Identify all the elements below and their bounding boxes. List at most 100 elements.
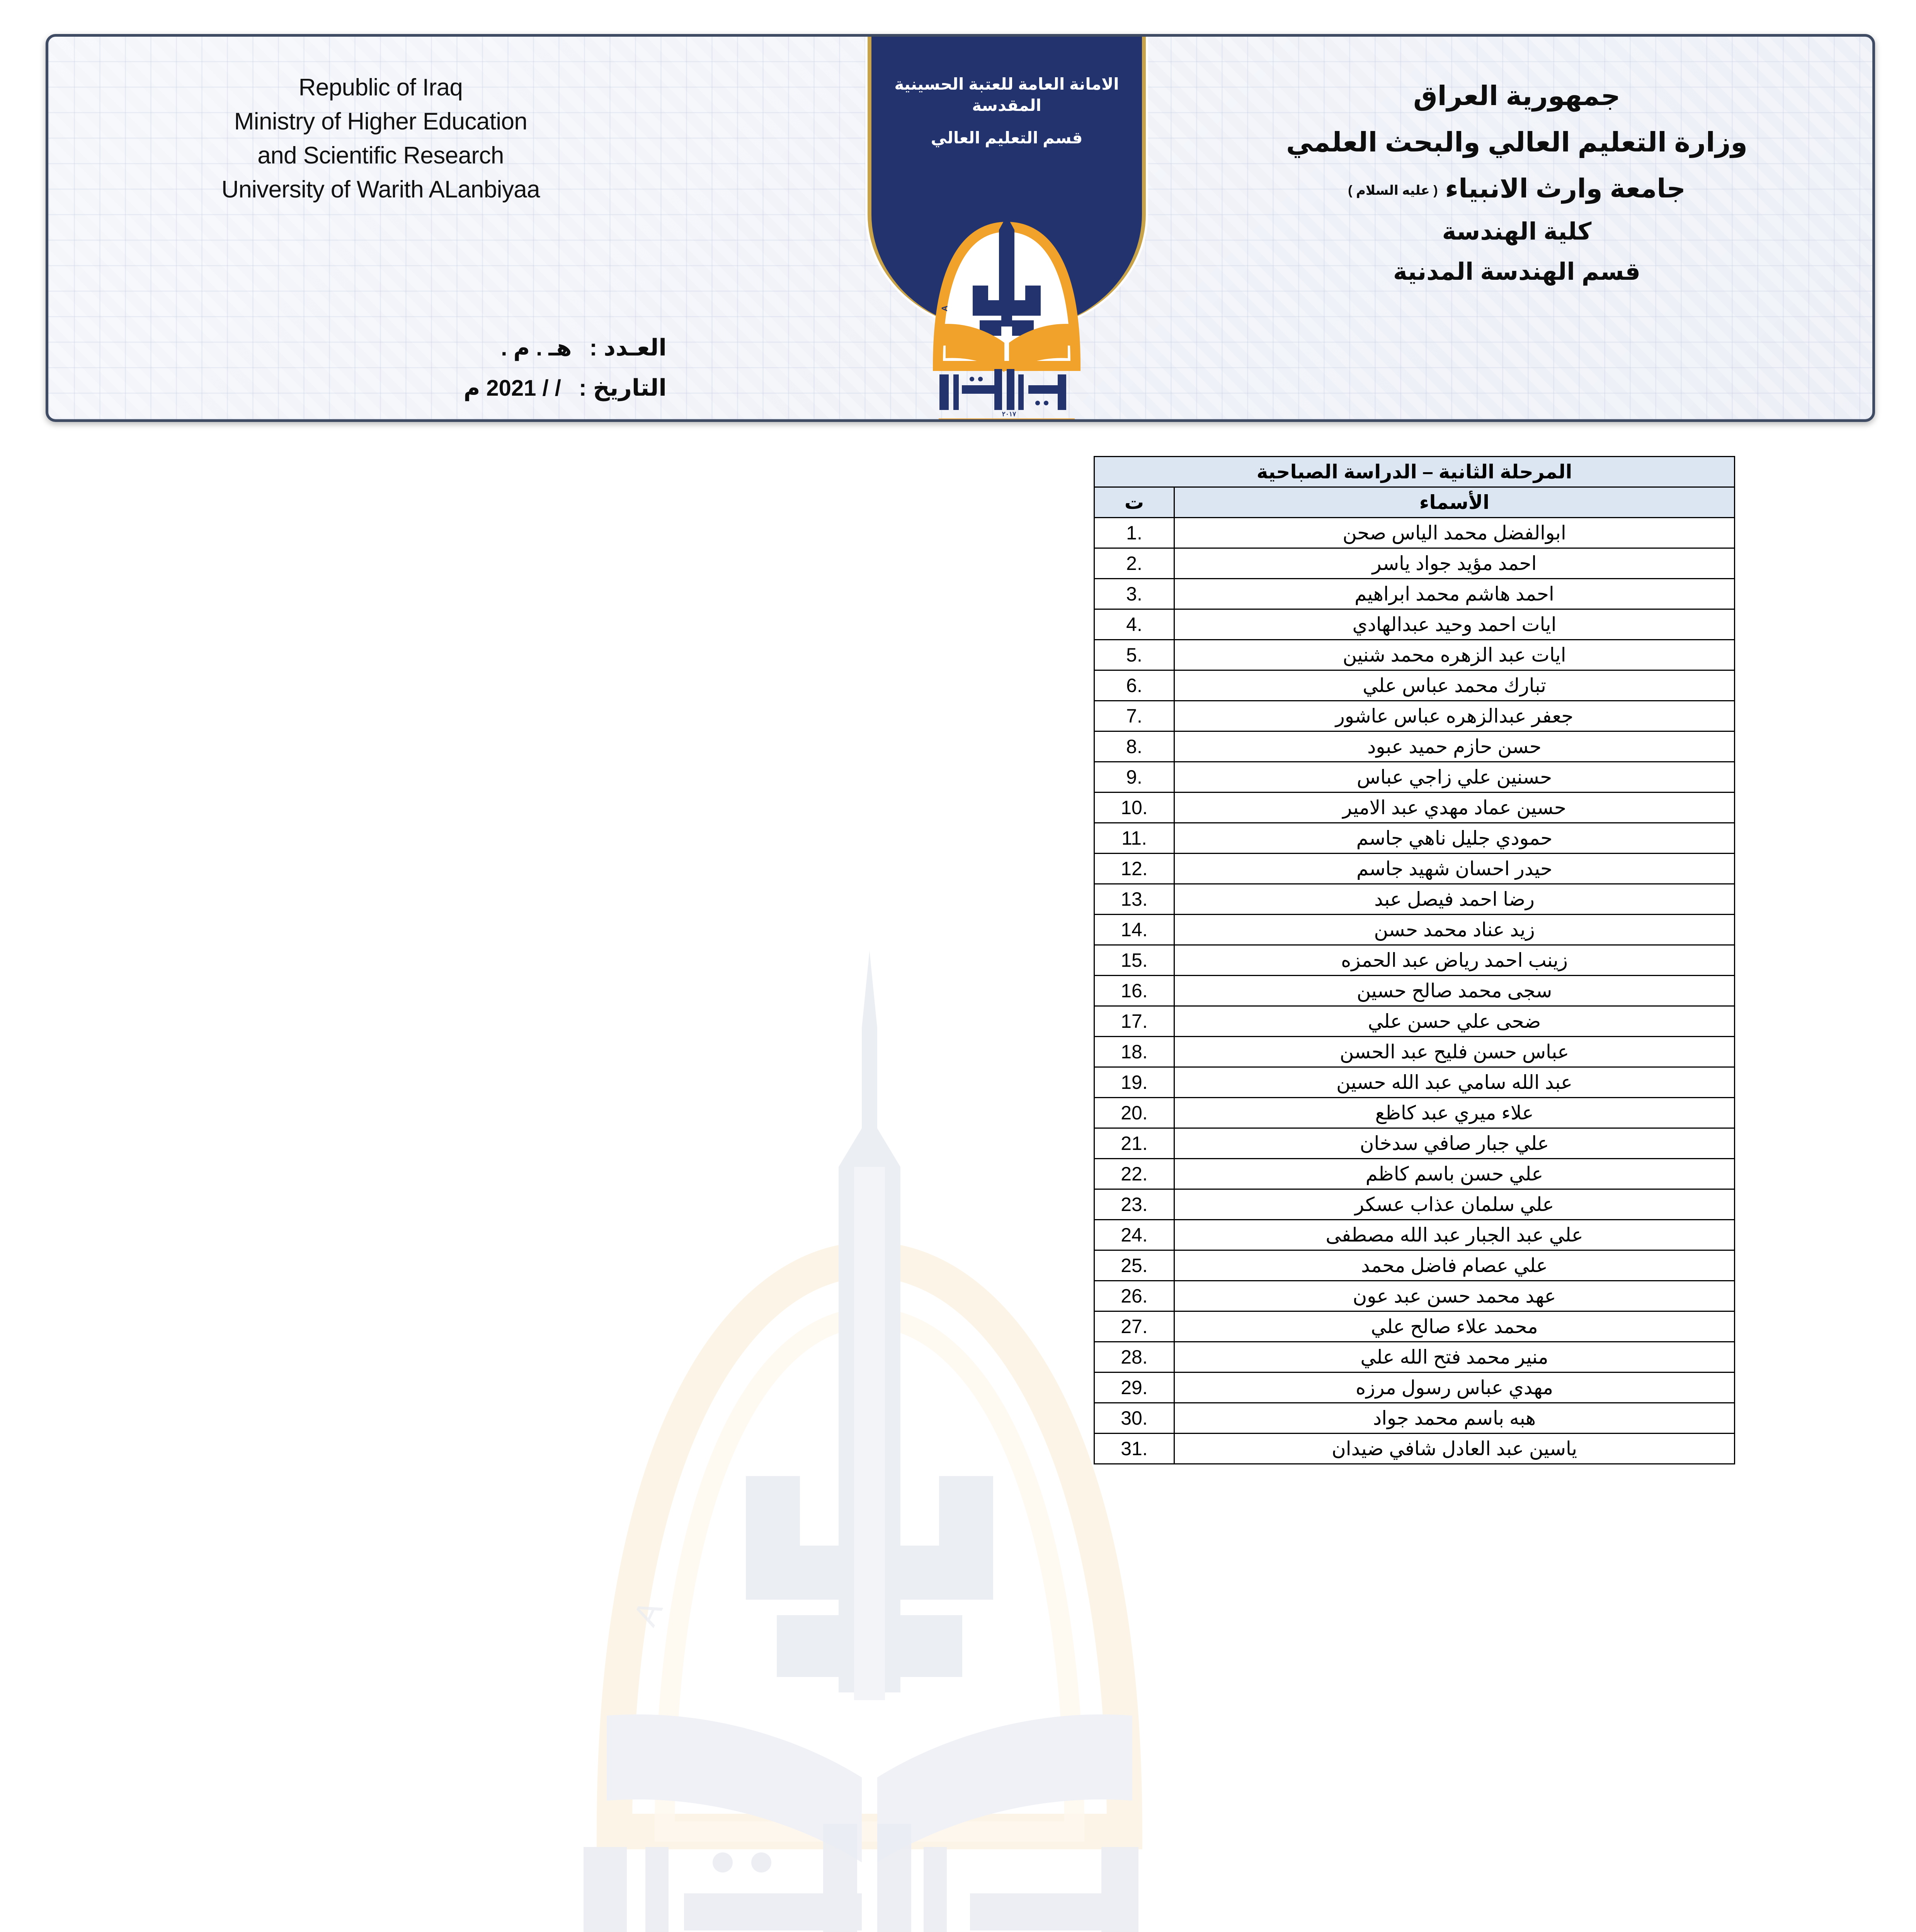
column-header-index: ت xyxy=(1094,486,1175,518)
student-name-cell: عهد محمد حسن عبد عون xyxy=(1174,1280,1735,1312)
table-row: حسنين علي زاجي عباس 9. xyxy=(1094,761,1735,793)
table-row: رضا احمد فيصل عبد 13. xyxy=(1094,883,1735,915)
row-index-cell: 9. xyxy=(1094,761,1175,793)
reference-number-value: هـ . م . xyxy=(501,335,572,361)
student-name-cell: علي عبد الجبار عبد الله مصطفى xyxy=(1174,1219,1735,1251)
reference-date-label: التاريخ : xyxy=(579,375,667,401)
row-index-cell: 14. xyxy=(1094,914,1175,946)
row-index-cell: 27. xyxy=(1094,1311,1175,1342)
student-name-cell: ابوالفضل محمد الياس صحن xyxy=(1174,517,1735,549)
header-university-name: جامعة وارث الانبياء xyxy=(1445,174,1686,203)
table-row: مهدي عباس رسول مرزه 29. xyxy=(1094,1372,1735,1403)
row-index-cell: 22. xyxy=(1094,1158,1175,1190)
header-en-line-3: and Scientific Research xyxy=(257,142,504,169)
student-name-cell: علي سلمان عذاب عسكر xyxy=(1174,1189,1735,1220)
student-name-cell: منير محمد فتح الله علي xyxy=(1174,1341,1735,1373)
row-index-cell: 23. xyxy=(1094,1189,1175,1220)
student-name-cell: حسنين علي زاجي عباس xyxy=(1174,761,1735,793)
student-name-cell: ياسين عبد العادل شافي ضيدان xyxy=(1174,1433,1735,1464)
student-name-cell: حسن حازم حميد عبود xyxy=(1174,731,1735,762)
row-index-cell: 4. xyxy=(1094,609,1175,640)
table-row: محمد علاء صالح علي 27. xyxy=(1094,1311,1735,1342)
student-name-cell: تبارك محمد عباس علي xyxy=(1174,670,1735,701)
row-index-cell: 17. xyxy=(1094,1005,1175,1037)
row-index-cell: 3. xyxy=(1094,578,1175,610)
student-name-cell: زينب احمد رياض عبد الحمزه xyxy=(1174,944,1735,976)
university-logo-icon: UNIVERSITY OF WARITH AL-ANBIYA'A xyxy=(917,177,1092,419)
row-index-cell: 1. xyxy=(1094,517,1175,549)
header-english-block: Republic of Iraq Ministry of Higher Educ… xyxy=(106,71,655,207)
student-name-cell: محمد علاء صالح علي xyxy=(1174,1311,1735,1342)
table-row: ايات احمد وحيد عبدالهادي 4. xyxy=(1094,609,1735,640)
table-row: احمد هاشم محمد ابراهيم 3. xyxy=(1094,578,1735,610)
student-name-cell: حسين عماد مهدي عبد الامير xyxy=(1174,792,1735,823)
table-row: زيد عناد محمد حسن 14. xyxy=(1094,914,1735,946)
row-index-cell: 13. xyxy=(1094,883,1175,915)
header-en-line-4: University of Warith ALanbiyaa xyxy=(221,176,540,203)
table-row: علاء ميري عبد كاظع 20. xyxy=(1094,1097,1735,1129)
table-row: علي حسن باسم كاظم 22. xyxy=(1094,1158,1735,1190)
letterhead: Republic of Iraq Ministry of Higher Educ… xyxy=(0,23,1916,425)
table-row: علي عبد الجبار عبد الله مصطفى 24. xyxy=(1094,1219,1735,1251)
table-head: المرحلة الثانية – الدراسة الصباحية الأسم… xyxy=(1094,456,1735,518)
header-country: جمهورية العراق xyxy=(1413,81,1620,111)
table-column-header-row: الأسماء ت xyxy=(1094,486,1735,518)
table-row: ضحى علي حسن علي 17. xyxy=(1094,1005,1735,1037)
student-name-cell: احمد هاشم محمد ابراهيم xyxy=(1174,578,1735,610)
table-row: عبد الله سامي عبد الله حسين 19. xyxy=(1094,1066,1735,1098)
table-row: حمودي جليل ناهي جاسم 11. xyxy=(1094,822,1735,854)
row-index-cell: 7. xyxy=(1094,700,1175,732)
row-index-cell: 8. xyxy=(1094,731,1175,762)
row-index-cell: 15. xyxy=(1094,944,1175,976)
header-en-line-2: Ministry of Higher Education xyxy=(234,108,527,135)
row-index-cell: 31. xyxy=(1094,1433,1175,1464)
table-body: ابوالفضل محمد الياس صحن 1. احمد مؤيد جواد … xyxy=(1094,517,1735,1464)
row-index-cell: 18. xyxy=(1094,1036,1175,1068)
row-index-cell: 26. xyxy=(1094,1280,1175,1312)
table-row: علي عصام فاضل محمد 25. xyxy=(1094,1250,1735,1281)
student-name-cell: جعفر عبدالزهره عباس عاشور xyxy=(1174,700,1735,732)
svg-text:UNIVERSITY OF WARITH AL-ANBIYA: UNIVERSITY OF WARITH AL-ANBIYA'A xyxy=(491,935,674,1631)
row-index-cell: 19. xyxy=(1094,1066,1175,1098)
header-department: قسم الهندسة المدنية xyxy=(1393,258,1640,285)
table-row: عهد محمد حسن عبد عون 26. xyxy=(1094,1280,1735,1312)
reference-number-row: العـدد : هـ . م . xyxy=(141,334,667,361)
table-row: ابوالفضل محمد الياس صحن 1. xyxy=(1094,517,1735,549)
table-row: علي سلمان عذاب عسكر 23. xyxy=(1094,1189,1735,1220)
row-index-cell: 16. xyxy=(1094,975,1175,1007)
table-row: حيدر احسان شهيد جاسم 12. xyxy=(1094,853,1735,884)
student-name-cell: علاء ميري عبد كاظع xyxy=(1174,1097,1735,1129)
row-index-cell: 11. xyxy=(1094,822,1175,854)
table-row: احمد مؤيد جواد ياسر 2. xyxy=(1094,548,1735,579)
table-row: جعفر عبدالزهره عباس عاشور 7. xyxy=(1094,700,1735,732)
student-name-cell: رضا احمد فيصل عبد xyxy=(1174,883,1735,915)
row-index-cell: 6. xyxy=(1094,670,1175,701)
student-name-cell: عباس حسن فليح عبد الحسن xyxy=(1174,1036,1735,1068)
student-name-cell: مهدي عباس رسول مرزه xyxy=(1174,1372,1735,1403)
table-row: ايات عبد الزهره محمد شنين 5. xyxy=(1094,639,1735,671)
student-name-cell: ايات احمد وحيد عبدالهادي xyxy=(1174,609,1735,640)
row-index-cell: 21. xyxy=(1094,1128,1175,1159)
row-index-cell: 29. xyxy=(1094,1372,1175,1403)
header-arabic-block: جمهورية العراق وزارة التعليم العالي والب… xyxy=(1215,79,1818,287)
table-title-row: المرحلة الثانية – الدراسة الصباحية xyxy=(1094,456,1735,488)
letterhead-card: Republic of Iraq Ministry of Higher Educ… xyxy=(46,34,1875,422)
student-name-cell: احمد مؤيد جواد ياسر xyxy=(1174,548,1735,579)
table-row: هبه باسم محمد جواد 30. xyxy=(1094,1402,1735,1434)
header-college: كلية الهندسة xyxy=(1442,218,1592,245)
row-index-cell: 10. xyxy=(1094,792,1175,823)
table-row: حسين عماد مهدي عبد الامير 10. xyxy=(1094,792,1735,823)
student-name-cell: حيدر احسان شهيد جاسم xyxy=(1174,853,1735,884)
row-index-cell: 5. xyxy=(1094,639,1175,671)
table-row: زينب احمد رياض عبد الحمزه 15. xyxy=(1094,944,1735,976)
table-title: المرحلة الثانية – الدراسة الصباحية xyxy=(1094,456,1735,488)
reference-fields: العـدد : هـ . م . التاريخ : / / 2021 م xyxy=(141,334,667,401)
row-index-cell: 25. xyxy=(1094,1250,1175,1281)
table-row: ياسين عبد العادل شافي ضيدان 31. xyxy=(1094,1433,1735,1464)
student-name-cell: حمودي جليل ناهي جاسم xyxy=(1174,822,1735,854)
header-university: جامعة وارث الانبياء ( عليه السلام ) xyxy=(1215,172,1818,205)
shield-line-2: قسم التعليم العالي xyxy=(931,129,1083,147)
student-name-cell: علي جبار صافي سدخان xyxy=(1174,1128,1735,1159)
row-index-cell: 2. xyxy=(1094,548,1175,579)
shield-text: الامانة العامة للعتبة الحسينية المقدسة ق… xyxy=(871,74,1142,149)
